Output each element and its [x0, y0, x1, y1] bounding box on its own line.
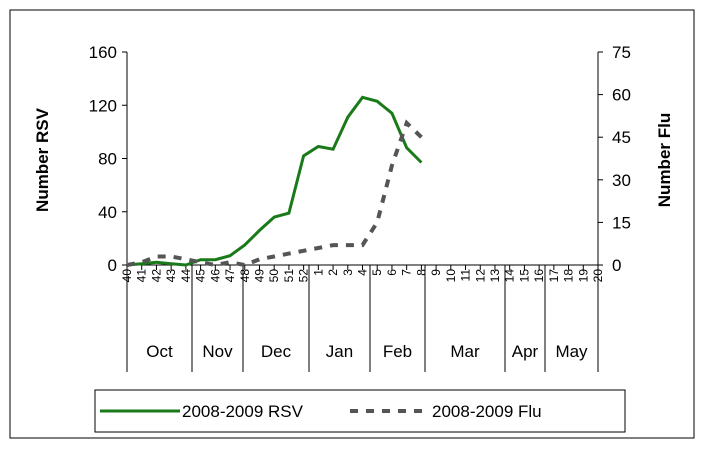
x-tick-label: 9: [429, 269, 443, 276]
y-tick-label: 0: [108, 256, 117, 275]
x-tick-label: 3: [341, 269, 355, 276]
y2-tick-label: 75: [612, 43, 631, 62]
x-tick-label: 50: [267, 269, 281, 283]
y-tick-label: 80: [98, 150, 117, 169]
x-tick-label: 16: [532, 269, 546, 283]
month-label: Oct: [146, 342, 173, 361]
month-label: Dec: [261, 342, 292, 361]
x-tick-label: 10: [444, 269, 458, 283]
month-label: Apr: [512, 342, 539, 361]
x-tick-label: 12: [473, 269, 487, 283]
y2-tick-label: 45: [612, 128, 631, 147]
x-tick-label: 49: [252, 269, 266, 283]
y2-axis-title: Number Flu: [655, 113, 674, 207]
x-tick-label: 13: [488, 269, 502, 283]
x-tick-label: 1: [311, 269, 325, 276]
y2-tick-label: 60: [612, 86, 631, 105]
month-label: Nov: [202, 342, 233, 361]
x-tick-label: 52: [297, 269, 311, 283]
legend-box: [94, 389, 626, 433]
legend-label: 2008-2009 Flu: [432, 402, 542, 421]
x-tick-label: 8: [414, 269, 428, 276]
x-tick-label: 5: [370, 269, 384, 276]
x-tick-label: 7: [400, 269, 414, 276]
x-tick-label: 14: [503, 269, 517, 283]
y-tick-label: 40: [98, 203, 117, 222]
x-tick-label: 4: [356, 269, 370, 276]
month-label: May: [555, 342, 588, 361]
legend-label: 2008-2009 RSV: [182, 402, 304, 421]
x-tick-label: 42: [149, 269, 163, 283]
x-tick-label: 43: [164, 269, 178, 283]
x-tick-label: 17: [547, 269, 561, 283]
x-tick-label: 44: [179, 269, 193, 283]
y-tick-label: 160: [89, 43, 117, 62]
month-label: Jan: [326, 342, 353, 361]
x-tick-label: 51: [282, 269, 296, 283]
x-tick-label: 19: [576, 269, 590, 283]
chart-border: [9, 9, 695, 439]
x-tick-label: 2: [326, 269, 340, 276]
month-label: Mar: [450, 342, 480, 361]
x-tick-label: 11: [459, 269, 473, 282]
x-tick-label: 45: [194, 269, 208, 283]
x-tick-label: 46: [208, 269, 222, 283]
y2-tick-label: 15: [612, 213, 631, 232]
y-tick-label: 120: [89, 96, 117, 115]
y2-tick-label: 0: [612, 256, 621, 275]
x-tick-label: 18: [562, 269, 576, 283]
x-tick-label: 15: [517, 269, 531, 283]
y2-tick-label: 30: [612, 171, 631, 190]
series-line: [126, 95, 423, 267]
month-label: Feb: [383, 342, 412, 361]
x-tick-label: 48: [238, 269, 252, 283]
x-tick-label: 6: [385, 269, 399, 276]
y-axis-title: Number RSV: [33, 107, 52, 212]
x-tick-label: 47: [223, 269, 237, 283]
series-line: [126, 119, 423, 268]
x-tick-label: 41: [135, 269, 149, 283]
